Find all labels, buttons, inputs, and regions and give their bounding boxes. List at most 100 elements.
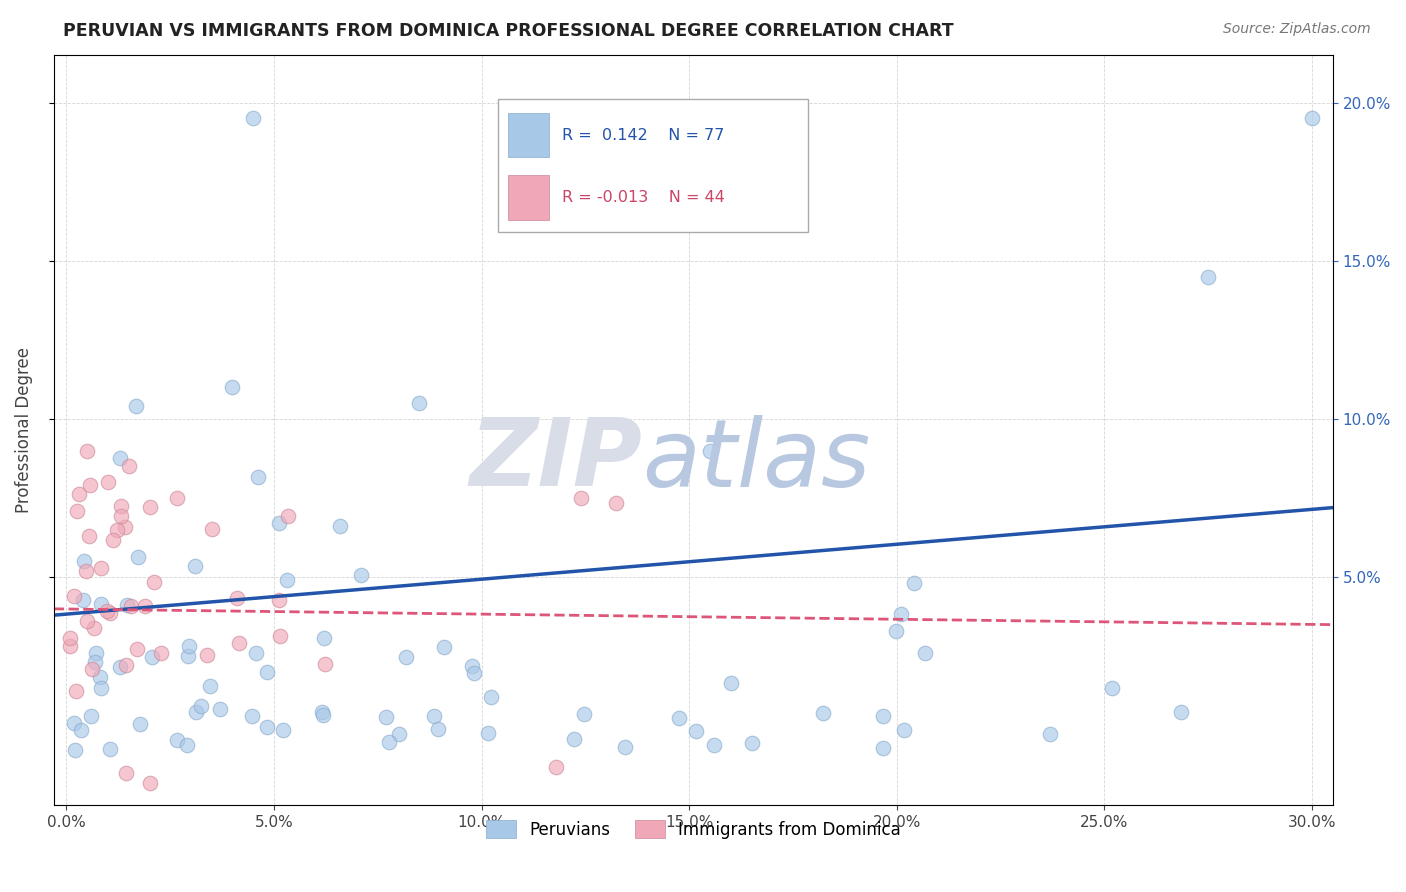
- Text: Source: ZipAtlas.com: Source: ZipAtlas.com: [1223, 22, 1371, 37]
- Point: [89, 670, 111, 684]
- Point: [141, 650, 163, 665]
- Point: [699, 443, 721, 458]
- Point: [240, 708, 263, 723]
- Point: [166, 491, 188, 505]
- Point: [312, 707, 335, 722]
- Point: [198, 679, 221, 693]
- Point: [720, 675, 742, 690]
- Point: [247, 470, 270, 484]
- Point: [75, 565, 97, 579]
- Point: [84, 655, 107, 669]
- Point: [166, 733, 188, 747]
- Point: [433, 640, 456, 654]
- Point: [62, 716, 84, 731]
- Point: [72, 592, 94, 607]
- Point: [139, 776, 162, 790]
- Point: [98, 742, 121, 756]
- Point: [143, 574, 166, 589]
- Point: [134, 599, 156, 614]
- Point: [329, 518, 352, 533]
- Point: [76, 443, 98, 458]
- Point: [479, 690, 502, 704]
- Point: [685, 723, 707, 738]
- Point: [77, 529, 100, 543]
- Point: [605, 496, 627, 510]
- Point: [90, 597, 112, 611]
- Point: [79, 478, 101, 492]
- Point: [101, 533, 124, 548]
- Point: [177, 639, 200, 653]
- Point: [127, 550, 149, 565]
- Point: [177, 648, 200, 663]
- Point: [127, 642, 149, 657]
- Point: [375, 710, 398, 724]
- Point: [96, 604, 118, 618]
- Point: [544, 760, 567, 774]
- Point: [201, 523, 224, 537]
- Point: [463, 666, 485, 681]
- Point: [872, 709, 894, 723]
- Point: [569, 491, 592, 505]
- Point: [115, 766, 138, 780]
- Point: [63, 743, 86, 757]
- Point: [221, 380, 243, 394]
- Point: [183, 558, 205, 573]
- Text: PERUVIAN VS IMMIGRANTS FROM DOMINICA PROFESSIONAL DEGREE CORRELATION CHART: PERUVIAN VS IMMIGRANTS FROM DOMINICA PRO…: [63, 22, 953, 40]
- Point: [69, 723, 91, 737]
- Point: [83, 621, 105, 635]
- Point: [114, 520, 136, 534]
- Point: [228, 636, 250, 650]
- Point: [311, 705, 333, 719]
- Point: [256, 720, 278, 734]
- Point: [128, 717, 150, 731]
- Point: [225, 591, 247, 605]
- Text: ZIP: ZIP: [470, 414, 643, 506]
- Point: [90, 560, 112, 574]
- Point: [314, 657, 336, 671]
- Point: [59, 631, 82, 645]
- Point: [267, 593, 290, 607]
- Point: [914, 646, 936, 660]
- Point: [110, 499, 132, 513]
- Point: [245, 646, 267, 660]
- Point: [125, 399, 148, 413]
- Point: [108, 660, 131, 674]
- Point: [97, 475, 120, 490]
- Point: [150, 646, 173, 660]
- Point: [139, 500, 162, 514]
- Point: [562, 731, 585, 746]
- Point: [408, 396, 430, 410]
- Point: [208, 702, 231, 716]
- Y-axis label: Professional Degree: Professional Degree: [15, 347, 32, 513]
- Point: [314, 631, 336, 645]
- Point: [668, 711, 690, 725]
- Point: [1039, 726, 1062, 740]
- Point: [190, 698, 212, 713]
- Point: [108, 451, 131, 466]
- Point: [59, 639, 82, 653]
- Point: [98, 606, 121, 620]
- Point: [269, 629, 291, 643]
- Point: [256, 665, 278, 680]
- Point: [110, 508, 132, 523]
- Point: [117, 459, 139, 474]
- Point: [422, 709, 444, 723]
- Point: [1301, 112, 1323, 126]
- Point: [872, 740, 894, 755]
- Point: [73, 554, 96, 568]
- Point: [741, 736, 763, 750]
- Point: [890, 607, 912, 621]
- Point: [90, 681, 112, 696]
- Point: [84, 646, 107, 660]
- Point: [120, 599, 142, 614]
- Point: [378, 735, 401, 749]
- Point: [1197, 269, 1219, 284]
- Point: [1170, 705, 1192, 719]
- Point: [176, 738, 198, 752]
- Point: [271, 723, 294, 737]
- Point: [242, 112, 264, 126]
- Point: [893, 723, 915, 737]
- Point: [267, 516, 290, 530]
- Point: [1101, 681, 1123, 695]
- Point: [477, 726, 499, 740]
